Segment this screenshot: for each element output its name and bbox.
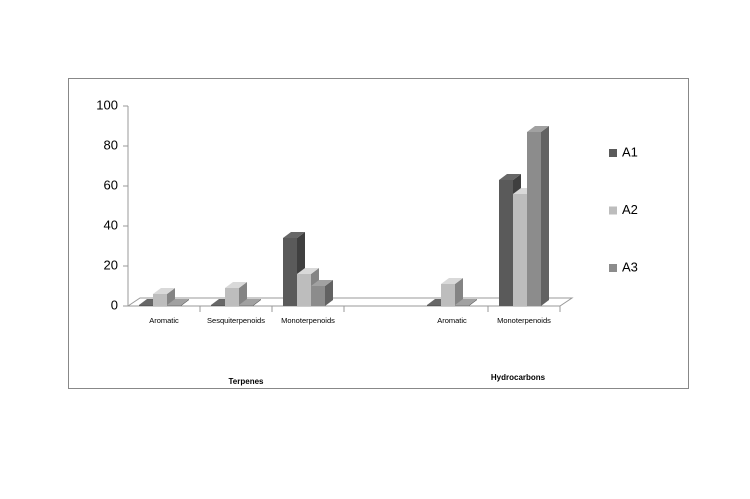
x-tick-label: Monoterpenoids [497, 316, 551, 325]
bar-side [541, 126, 549, 306]
chart-frame [68, 78, 689, 389]
bar-side [455, 278, 463, 306]
bar-side [469, 299, 477, 306]
bar-top [441, 278, 463, 284]
bar-front [211, 305, 225, 306]
bar [311, 280, 333, 306]
bar [153, 288, 175, 306]
bar-front [311, 286, 325, 306]
bar-top [167, 299, 189, 305]
x-tick-label: Aromatic [437, 316, 467, 325]
bar-top [153, 288, 175, 294]
legend-swatch [609, 149, 617, 157]
y-tick-label: 80 [104, 137, 118, 152]
bar-side [325, 280, 333, 306]
bar [239, 299, 261, 306]
bar-top [311, 280, 333, 286]
bar-front [441, 284, 455, 306]
y-tick-label: 100 [96, 97, 118, 112]
bar-top [297, 268, 319, 274]
bar-front [239, 305, 253, 306]
bar-top [239, 299, 261, 305]
legend-swatch [609, 206, 617, 215]
bar-top [455, 299, 477, 305]
bar-front [225, 288, 239, 306]
x-tick-label: Sesquiterpenoids [207, 316, 265, 325]
bar-front [513, 194, 527, 306]
bar-front [427, 305, 441, 306]
y-tick-label: 20 [104, 257, 118, 272]
group-label: Hydrocarbons [491, 373, 546, 382]
bar-top [527, 126, 549, 132]
bar-side [253, 299, 261, 306]
bar-front [167, 305, 181, 306]
legend-label: A3 [622, 259, 638, 274]
x-tick-label: Aromatic [149, 316, 179, 325]
bar-front [499, 180, 513, 306]
bar [455, 299, 477, 306]
bar [225, 282, 247, 306]
bar-top [499, 174, 521, 180]
bar-front [297, 274, 311, 306]
bar-front [153, 294, 167, 306]
y-tick-label: 60 [104, 177, 118, 192]
bar-front [527, 132, 541, 306]
group-label: Terpenes [229, 377, 265, 386]
bar [441, 278, 463, 306]
bar-side [181, 299, 189, 306]
y-tick-label: 40 [104, 217, 118, 232]
legend-label: A1 [622, 144, 638, 159]
bar [167, 299, 189, 306]
y-tick-label: 0 [111, 297, 118, 312]
x-tick-label: Monoterpenoids [281, 316, 335, 325]
bar-top [283, 232, 305, 238]
bar-side [239, 282, 247, 306]
legend-swatch [609, 264, 617, 272]
legend-label: A2 [622, 202, 638, 217]
bar [527, 126, 549, 306]
bar-front [283, 238, 297, 306]
bar-front [455, 305, 469, 306]
bar-front [139, 305, 153, 306]
bar-top [225, 282, 247, 288]
